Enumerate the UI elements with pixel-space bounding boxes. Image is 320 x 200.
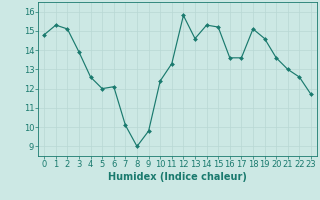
X-axis label: Humidex (Indice chaleur): Humidex (Indice chaleur) [108, 172, 247, 182]
